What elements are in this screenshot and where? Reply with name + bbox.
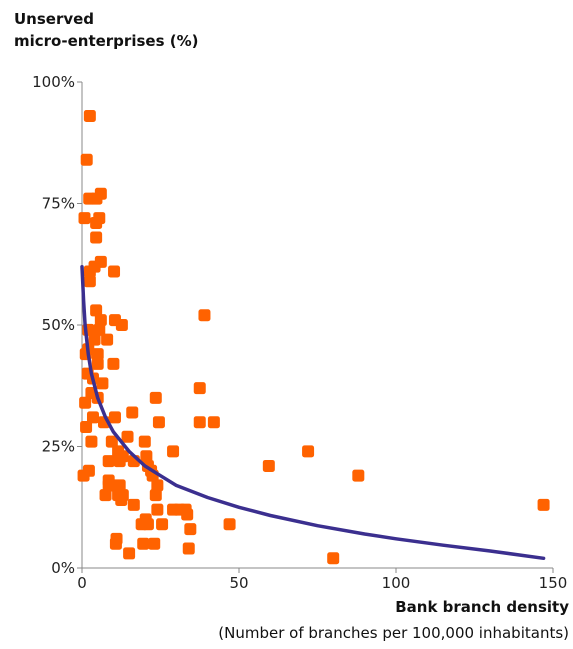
- x-axis-title: Bank branch density: [395, 598, 569, 616]
- data-point: [141, 518, 154, 531]
- data-point: [94, 255, 107, 268]
- data-point: [149, 489, 162, 502]
- data-point: [116, 450, 129, 463]
- data-point: [96, 377, 109, 390]
- data-point: [78, 212, 91, 225]
- data-point: [302, 445, 315, 458]
- data-point: [184, 523, 197, 536]
- data-point: [93, 212, 106, 225]
- x-tick-label: 100: [382, 574, 411, 592]
- y-axis-title: Unserved micro-enterprises (%): [14, 8, 198, 52]
- y-axis-title-line-1: Unserved: [14, 10, 95, 28]
- data-point: [102, 455, 115, 468]
- data-point: [90, 231, 103, 244]
- data-point: [198, 309, 211, 322]
- data-point: [182, 542, 195, 555]
- data-point: [94, 314, 107, 327]
- y-tick-label: 100%: [32, 73, 75, 91]
- data-point: [167, 445, 180, 458]
- data-point: [151, 479, 164, 492]
- data-point: [156, 518, 169, 531]
- x-tick-label: 0: [77, 574, 87, 592]
- data-point: [149, 391, 162, 404]
- data-point: [91, 357, 104, 370]
- data-point: [86, 411, 99, 424]
- data-point: [80, 153, 93, 166]
- y-tick-label: 25%: [42, 438, 75, 456]
- data-point: [108, 411, 121, 424]
- data-point: [93, 323, 106, 336]
- data-point: [116, 489, 129, 502]
- data-point: [123, 547, 136, 560]
- data-point: [94, 187, 107, 200]
- data-point: [537, 498, 550, 511]
- data-point: [352, 469, 365, 482]
- data-point: [113, 479, 126, 492]
- data-point: [140, 450, 153, 463]
- trend-line: [80, 264, 546, 561]
- data-point: [99, 489, 112, 502]
- data-point: [262, 459, 275, 472]
- data-points: [77, 110, 550, 565]
- data-point: [151, 503, 164, 516]
- data-point: [91, 348, 104, 361]
- x-tick-label: 150: [539, 574, 568, 592]
- x-axis-subtitle: (Number of branches per 100,000 inhabita…: [218, 624, 569, 642]
- x-tick-label: 50: [229, 574, 248, 592]
- chart-axes: 0% 25% 50% 75% 100% 0 50 100 150: [32, 73, 567, 592]
- data-point: [138, 435, 151, 448]
- data-point: [85, 435, 98, 448]
- data-point: [83, 110, 96, 123]
- y-tick-label: 50%: [42, 316, 75, 334]
- data-point: [88, 333, 101, 346]
- y-tick-label: 75%: [42, 195, 75, 213]
- data-point: [110, 532, 123, 545]
- data-point: [207, 416, 220, 429]
- data-point: [108, 265, 121, 278]
- data-point: [80, 421, 93, 434]
- data-point: [101, 333, 114, 346]
- y-tick-label: 0%: [51, 559, 75, 577]
- data-point: [327, 552, 340, 565]
- data-point: [82, 464, 95, 477]
- data-point: [90, 304, 103, 317]
- data-point: [83, 275, 96, 288]
- data-point: [193, 416, 206, 429]
- data-point: [181, 508, 194, 521]
- data-point: [148, 537, 161, 550]
- data-point: [193, 382, 206, 395]
- trend-curve: [80, 264, 546, 561]
- y-axis-title-line-2: micro-enterprises (%): [14, 32, 199, 50]
- data-point: [126, 406, 139, 419]
- data-point: [121, 430, 134, 443]
- data-point: [152, 416, 165, 429]
- data-point: [107, 357, 120, 370]
- data-point: [105, 435, 118, 448]
- data-point: [137, 537, 150, 550]
- data-point: [223, 518, 236, 531]
- data-point: [79, 396, 92, 409]
- data-point: [115, 319, 128, 331]
- data-point: [127, 498, 140, 511]
